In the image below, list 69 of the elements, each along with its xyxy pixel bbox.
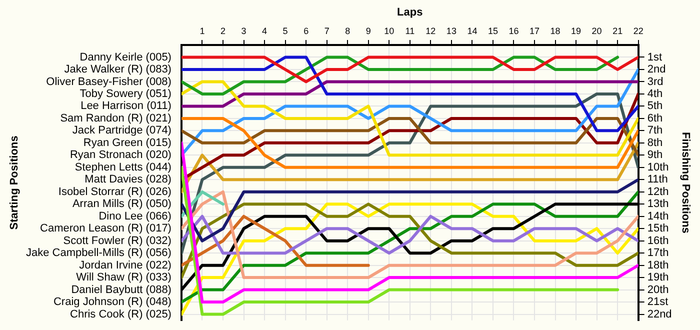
- y-tick-label: 10th: [647, 161, 669, 174]
- y-tick-label: 3rd: [647, 76, 664, 88]
- series-label: Scott Fowler (R) (032): [63, 234, 172, 247]
- x-tick-label: 9: [366, 26, 371, 36]
- y-tick-label: 16th: [647, 234, 669, 247]
- y-tick-label: 19th: [647, 272, 669, 284]
- x-tick-label: 6: [304, 26, 309, 36]
- series-label: Toby Sowery (051): [80, 88, 172, 100]
- y-tick-label: 22nd: [647, 308, 672, 320]
- y-tick-label: 8th: [647, 136, 663, 149]
- y-tick-label: 18th: [647, 259, 669, 272]
- series-label: Lee Harrison (011): [80, 100, 172, 112]
- x-tick-label: 13: [446, 26, 456, 36]
- x-tick-label: 16: [508, 26, 519, 36]
- y-tick-label: 6th: [647, 112, 663, 124]
- y-tick-label: 13th: [647, 198, 669, 210]
- x-tick-label: 19: [571, 26, 582, 36]
- x-tick-label: 20: [592, 26, 602, 36]
- x-tick-label: 7: [324, 26, 330, 36]
- text: Starting Positions: [8, 136, 21, 230]
- y-tick-label: 7th: [647, 124, 663, 137]
- x-tick-label: 12: [426, 26, 436, 36]
- x-tick-label: 8: [345, 26, 350, 36]
- series-label: Dino Lee (066): [98, 210, 172, 222]
- x-tick-label: 18: [550, 26, 560, 36]
- series-label: Craig Johnson (R) (048): [53, 296, 172, 308]
- y-tick-label: 12th: [647, 186, 669, 198]
- x-tick-label: 17: [529, 26, 540, 36]
- x-tick-label: 1: [200, 26, 205, 36]
- x-tick-label: 15: [488, 26, 498, 36]
- series-label: Danny Keirle (005): [80, 51, 172, 64]
- y-tick-label: 14th: [647, 210, 669, 222]
- series-label: Oliver Basey-Fisher (008): [46, 76, 172, 88]
- y-tick-label: 20th: [647, 284, 669, 296]
- series-label: Jordan Irvine (022): [79, 259, 172, 272]
- x-tick-label: 11: [405, 26, 415, 36]
- y-tick-label: 1st: [647, 51, 662, 64]
- x-tick-label: 10: [384, 26, 394, 36]
- series-label: Sam Randon (R) (021): [60, 112, 172, 124]
- series-label: Ryan Stronach (020): [70, 149, 172, 162]
- y-tick-label: 5th: [647, 100, 663, 112]
- y-tick-label: 21st: [647, 296, 668, 308]
- series-label: Jake Campbell-Mills (R) (056): [26, 247, 172, 260]
- y-tick-label: 17th: [647, 247, 669, 260]
- series-label: Will Shaw (R) (033): [76, 272, 172, 284]
- series-label: Matt Davies (028): [84, 174, 172, 186]
- series-label: Daniel Baybutt (088): [71, 284, 172, 296]
- x-tick-label: 14: [467, 26, 478, 36]
- x-tick-label: 5: [282, 26, 288, 36]
- series-label: Stephen Letts (044): [74, 161, 172, 174]
- y-tick-label: 15th: [647, 222, 669, 235]
- x-tick-label: 4: [262, 26, 268, 36]
- series-label: Ryan Green (015): [83, 136, 172, 149]
- series-label: Isobel Storrar (R) (026): [58, 186, 172, 198]
- y-tick-label: 9th: [647, 149, 663, 162]
- y-axis-title: Finishing Positions: [679, 132, 692, 234]
- x-tick-label: 21: [612, 26, 623, 36]
- y-tick-label: 4th: [647, 88, 663, 100]
- y-tick-label: 2nd: [647, 64, 666, 76]
- x-tick-label: 2: [220, 26, 226, 36]
- series-label: Jake Walker (R) (083): [64, 64, 172, 76]
- series-label: Jack Partridge (074): [72, 124, 172, 137]
- series-label: Arran Mills (R) (050): [72, 198, 172, 210]
- y-tick-label: 11th: [647, 174, 668, 186]
- x-axis-title: Laps: [397, 6, 423, 19]
- series-label: Chris Cook (R) (025): [70, 308, 172, 320]
- x-tick-label: 3: [241, 26, 246, 36]
- series-label: Cameron Leason (R) (017): [40, 222, 172, 235]
- x-tick-label: 22: [633, 26, 644, 36]
